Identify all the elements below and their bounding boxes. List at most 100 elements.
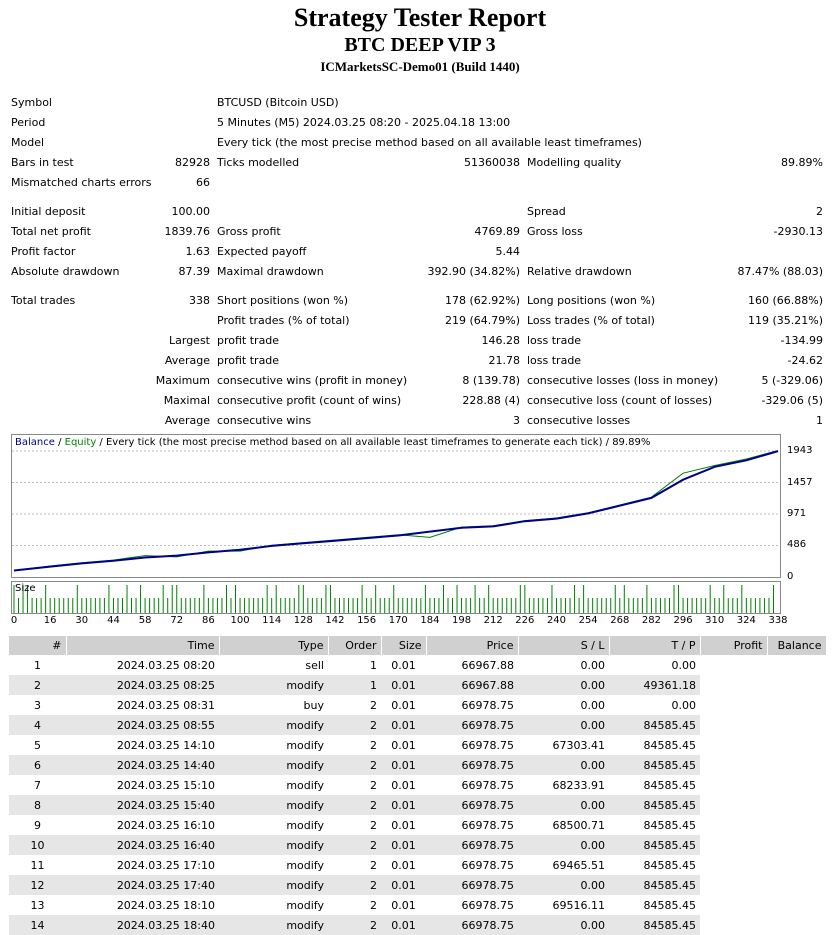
bars-value: 82928: [175, 156, 210, 169]
average-label: Average: [164, 354, 210, 367]
table-cell: 0.00: [671, 658, 697, 672]
table-cell: 66978.75: [426, 915, 518, 935]
table-cell: 66978.75: [426, 755, 518, 775]
table-cell: 2024.03.25 17:10: [116, 858, 215, 872]
x-tick-label: 156: [357, 615, 377, 626]
symbol-label: Symbol: [11, 96, 52, 109]
table-cell: 66978.75: [461, 858, 515, 872]
x-tick-label: 0: [10, 615, 18, 626]
table-cell: [767, 835, 826, 855]
legend-balance: Balance: [15, 437, 55, 448]
profit-trades-value: 219 (64.79%): [444, 314, 520, 327]
table-row: 5 2024.03.25 14:10 modify 2 0.01 66978.75 6730…: [9, 735, 826, 755]
column-header: T / P: [609, 636, 701, 655]
table-cell: 12: [9, 875, 66, 895]
column-header: Profit: [700, 636, 768, 655]
table-row: 4 2024.03.25 08:55 modify 2 0.01 66978.75 0.00…: [9, 715, 826, 735]
x-tick-label: 268: [610, 615, 630, 626]
table-cell: 2024.03.25 08:20: [116, 658, 215, 672]
table-cell: 2: [328, 835, 381, 855]
table-cell: 0.00: [518, 875, 609, 895]
column-header: #: [9, 636, 67, 655]
table-cell: 84585.45: [643, 818, 697, 832]
size-chart: Size: [11, 581, 781, 614]
table-cell: 66978.75: [461, 698, 515, 712]
maximal-label: Maximal: [163, 394, 210, 407]
table-cell: 66978.75: [461, 898, 515, 912]
largest-profit-value: 146.28: [481, 334, 521, 347]
legend-equity: Equity: [64, 437, 97, 448]
x-tick-label: 240: [546, 615, 567, 626]
table-row: 2 2024.03.25 08:25 modify 1 0.01 66967.88 0.00…: [9, 675, 826, 695]
column-header: Size: [381, 636, 427, 655]
table-cell: 2: [370, 738, 377, 752]
table-cell: 0.01: [391, 738, 416, 752]
table-row: 1 2024.03.25 08:20 sell 1 0.01 66967.88 0.00 0.…: [9, 655, 826, 675]
table-cell: 1: [328, 675, 381, 695]
table-cell: 84585.45: [643, 778, 697, 792]
table-cell: [767, 915, 826, 935]
table-cell: 0.00: [518, 675, 609, 695]
loss-trades-label: Loss trades (% of total): [527, 314, 655, 327]
x-tick-label: 282: [641, 615, 661, 626]
avg-cons-wins-label: consecutive wins: [217, 414, 312, 427]
table-cell: 0.00: [580, 658, 606, 672]
table-cell: 0.00: [518, 795, 609, 815]
y-tick-label: 0: [787, 571, 794, 582]
max-drawdown-label: Maximal drawdown: [217, 265, 324, 278]
gross-loss-label: Gross loss: [527, 225, 583, 238]
symbol-value: BTCUSD (Bitcoin USD): [217, 96, 339, 109]
table-cell: [767, 875, 826, 895]
average-loss-value: -24.62: [787, 354, 823, 367]
x-tick-label: 142: [325, 615, 345, 626]
table-cell: [700, 675, 767, 695]
bars-label: Bars in test: [11, 156, 74, 169]
average2-label: Average: [164, 414, 210, 427]
table-cell: 2: [370, 818, 377, 832]
profit-factor-value: 1.63: [185, 245, 211, 258]
table-cell: 2024.03.25 08:31: [116, 698, 215, 712]
table-cell: 68500.71: [552, 818, 606, 832]
table-cell: 9: [34, 818, 41, 832]
max-cons-wins-value: 8 (139.78): [462, 374, 520, 387]
server-info: ICMarketsSC-Demo01 (Build 1440): [320, 59, 520, 74]
table-cell: modify: [219, 755, 328, 775]
table-cell: 2024.03.25 16:40: [66, 835, 219, 855]
table-cell: 84585.45: [609, 835, 700, 855]
maximal-cons-profit-label: consecutive profit (count of wins): [217, 394, 402, 407]
largest-loss-value: -134.99: [780, 334, 823, 347]
mismatch-label: Mismatched charts errors: [11, 176, 152, 189]
column-header: Order: [328, 636, 382, 655]
table-cell: [767, 815, 826, 835]
short-positions-label: Short positions (won %): [217, 294, 349, 307]
table-cell: modify: [219, 715, 328, 735]
table-cell: [700, 775, 767, 795]
x-tick-label: 16: [43, 615, 57, 626]
mismatch-value: 66: [196, 176, 210, 189]
table-cell: 2024.03.25 18:10: [116, 898, 215, 912]
model-value: Every tick (the most precise method base…: [217, 136, 642, 149]
table-cell: 2: [370, 858, 377, 872]
x-tick-label: 212: [483, 615, 503, 626]
y-tick-label: 1943: [787, 445, 813, 456]
largest-profit-label: profit trade: [217, 334, 280, 347]
table-row: 6 2024.03.25 14:40 modify 2 0.01 66978.75 0.00…: [9, 755, 826, 775]
quality-label: Modelling quality: [527, 156, 622, 169]
profit-trades-label: Profit trades (% of total): [217, 314, 350, 327]
x-tick-label: 198: [452, 615, 472, 626]
table-cell: 0.00: [518, 715, 609, 735]
y-tick-label: 486: [787, 539, 807, 551]
x-tick-label: 254: [578, 615, 598, 626]
table-cell: [700, 875, 767, 895]
table-cell: [700, 695, 767, 715]
table-cell: 84585.45: [643, 898, 697, 912]
table-cell: 66978.75: [461, 818, 515, 832]
equity-line: [13, 450, 779, 571]
table-cell: 66978.75: [426, 875, 518, 895]
x-tick-label: 296: [673, 615, 693, 626]
table-cell: [767, 715, 826, 735]
table-row: 3 2024.03.25 08:31 buy 2 0.01 66978.75 0.00 0.0…: [9, 695, 826, 715]
table-cell: 0.01: [381, 755, 426, 775]
table-cell: 84585.45: [643, 858, 697, 872]
table-cell: modify: [219, 915, 328, 935]
